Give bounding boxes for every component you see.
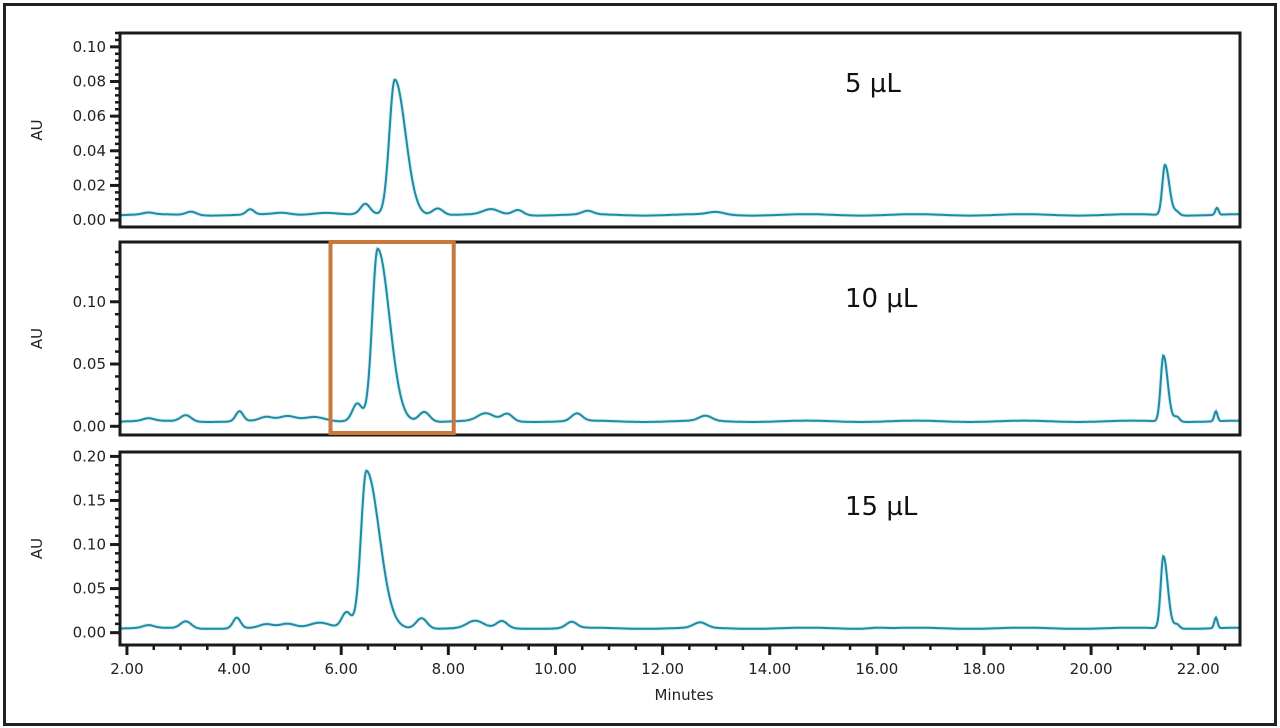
- panel-label: 15 µL: [845, 492, 918, 522]
- panel-label: 5 µL: [845, 69, 901, 99]
- y-tick-label: 0.04: [73, 142, 106, 160]
- y-tick-label: 0.00: [73, 624, 106, 642]
- signal-trace: [120, 78, 1240, 217]
- y-tick-label: 0.10: [73, 536, 106, 554]
- y-tick-label: 0.10: [73, 293, 106, 311]
- figure-frame: [3, 3, 1277, 726]
- y-tick-label: 0.02: [73, 176, 106, 194]
- y-tick-label: 0.06: [73, 107, 106, 125]
- x-tick-label: 18.00: [962, 660, 1005, 678]
- x-tick-label: 22.00: [1177, 660, 1220, 678]
- y-tick-label: 0.05: [73, 355, 106, 373]
- x-tick-label: 10.00: [534, 660, 577, 678]
- x-tick-label: 16.00: [855, 660, 898, 678]
- x-axis-title: Minutes: [654, 686, 713, 704]
- plot-panel-3: [118, 450, 1242, 647]
- x-tick-label: 4.00: [217, 660, 250, 678]
- x-tick-label: 20.00: [1070, 660, 1113, 678]
- y-tick-label: 0.00: [73, 417, 106, 435]
- signal-trace-glow: [120, 246, 1240, 424]
- signal-trace: [120, 469, 1240, 630]
- signal-trace: [120, 247, 1240, 423]
- x-tick-label: 14.00: [748, 660, 791, 678]
- x-tick-label: 12.00: [641, 660, 684, 678]
- y-axis-title: AU: [28, 119, 46, 140]
- plot-panel-2: [118, 240, 1242, 437]
- y-tick-label: 0.00: [73, 211, 106, 229]
- y-tick-label: 0.08: [73, 73, 106, 91]
- x-tick-label: 6.00: [325, 660, 358, 678]
- y-tick-label: 0.10: [73, 38, 106, 56]
- y-axis-title: AU: [28, 538, 46, 559]
- signal-trace-glow: [120, 77, 1240, 218]
- x-tick-label: 8.00: [432, 660, 465, 678]
- x-tick-label: 2.00: [110, 660, 143, 678]
- panel-label: 10 µL: [845, 284, 918, 314]
- y-axis-title: AU: [28, 328, 46, 349]
- y-tick-label: 0.05: [73, 580, 106, 598]
- signal-trace-glow: [120, 468, 1240, 631]
- plot-panel-1: [118, 31, 1242, 229]
- highlight-box: [328, 240, 456, 435]
- y-tick-label: 0.15: [73, 491, 106, 509]
- y-tick-label: 0.20: [73, 447, 106, 465]
